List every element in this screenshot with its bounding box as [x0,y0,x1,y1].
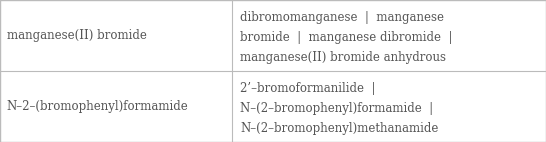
Text: bromide  |  manganese dibromide  |: bromide | manganese dibromide | [240,31,453,44]
Text: manganese(II) bromide anhydrous: manganese(II) bromide anhydrous [240,51,446,64]
Text: N–(2–bromophenyl)methanamide: N–(2–bromophenyl)methanamide [240,122,438,135]
Text: N–2–(bromophenyl)formamide: N–2–(bromophenyl)formamide [7,100,188,113]
Text: N–(2–bromophenyl)formamide  |: N–(2–bromophenyl)formamide | [240,102,434,115]
Text: manganese(II) bromide: manganese(II) bromide [7,29,146,42]
Text: dibromomanganese  |  manganese: dibromomanganese | manganese [240,11,444,24]
Text: 2’–bromoformanilide  |: 2’–bromoformanilide | [240,82,376,95]
